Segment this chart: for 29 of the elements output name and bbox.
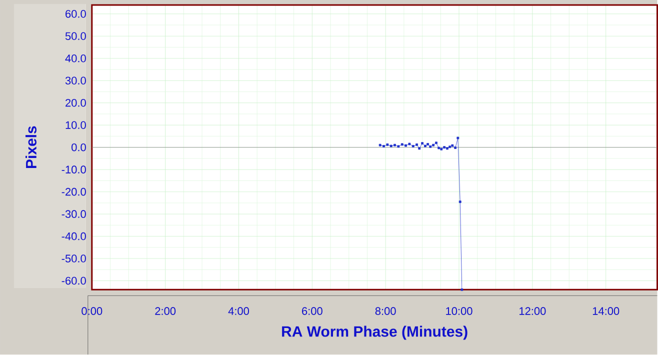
y-axis-title: Pixels	[25, 126, 36, 168]
x-tick-label: 12:00	[520, 307, 546, 316]
x-tick-label: 2:00	[155, 307, 176, 316]
x-axis-title: RA Worm Phase (Minutes)	[282, 326, 468, 340]
point	[397, 145, 400, 148]
x-tick-label: 8:00	[375, 307, 396, 316]
point	[454, 146, 457, 150]
x-tick-label: 14:00	[592, 307, 620, 316]
y-tick-label: -20.0	[62, 188, 86, 196]
y-tick-label: 30.0	[65, 76, 86, 85]
y-tick-label: 40.0	[65, 54, 86, 62]
y-tick-label: 0.0	[72, 144, 86, 152]
y-tick-label: 60.0	[66, 10, 86, 18]
x-tick-label: 10:00	[446, 307, 472, 316]
y-tick-label: 50.0	[65, 32, 86, 40]
point	[438, 146, 440, 150]
y-tick-label: 20.0	[66, 99, 86, 107]
y-tick-label: -50.0	[62, 254, 86, 263]
y-tick-label: -30.0	[62, 210, 86, 218]
x-tick-label: 6:00	[302, 307, 322, 316]
y-tick-label: -10.0	[62, 166, 86, 174]
y-tick-label: -40.0	[62, 232, 86, 240]
point	[458, 200, 462, 204]
y-tick-label: 10.0	[66, 121, 86, 130]
x-tick-label: 0:00	[82, 307, 102, 316]
y-tick-label: -60.0	[62, 276, 86, 285]
x-tick-label: 4:00	[228, 307, 249, 316]
point	[426, 143, 430, 146]
point	[418, 147, 421, 150]
